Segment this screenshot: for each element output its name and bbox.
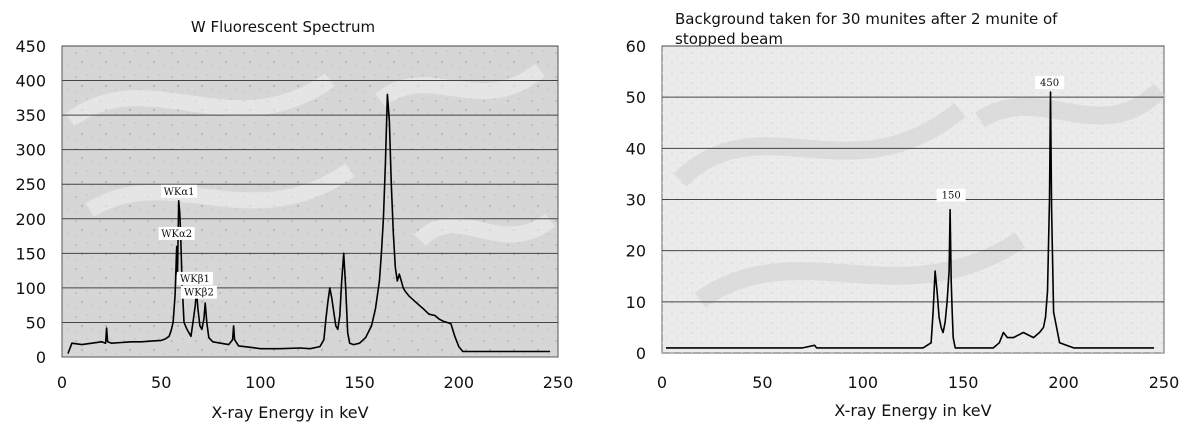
y-tick-label: 0 bbox=[36, 348, 46, 367]
x-tick-label: 250 bbox=[543, 373, 574, 392]
x-tick-label: 150 bbox=[948, 373, 979, 392]
y-tick-label: 100 bbox=[15, 279, 46, 298]
annotation-label: WKα2 bbox=[161, 229, 192, 240]
chart-title-line-1: Background taken for 30 munites after 2 … bbox=[675, 10, 1058, 28]
x-tick-labels: 0 50 100 150 200 250 bbox=[57, 373, 573, 392]
annotation: WKα2 bbox=[158, 226, 195, 240]
plot-streaks bbox=[65, 63, 555, 247]
x-tick-label: 100 bbox=[245, 373, 276, 392]
x-tick-label: 250 bbox=[1149, 373, 1180, 392]
peak-annotations: 150 450 bbox=[936, 76, 1065, 202]
x-axis-label: X-ray Energy in keV bbox=[834, 401, 991, 420]
y-tick-label: 0 bbox=[636, 344, 646, 363]
gridlines bbox=[62, 45, 558, 323]
spectrum-line bbox=[666, 91, 1154, 349]
annotation: 450 bbox=[1035, 76, 1065, 90]
x-tick-label: 200 bbox=[444, 373, 475, 392]
y-tick-label: 250 bbox=[15, 175, 46, 194]
chart-title-line-2: stopped beam bbox=[675, 30, 783, 48]
annotation-box bbox=[1035, 76, 1065, 90]
y-tick-label: 300 bbox=[15, 141, 46, 160]
annotation: WKα1 bbox=[161, 184, 198, 198]
x-tick-label: 50 bbox=[752, 373, 772, 392]
peak-annotations: WKα1 WKα2 WKβ1 WKβ2 bbox=[158, 184, 217, 299]
chart-w-fluorescent: W Fluorescent Spectrum 0 50 100 150 200 250 30… bbox=[15, 18, 573, 422]
x-tick-label: 150 bbox=[344, 373, 375, 392]
y-tick-label: 60 bbox=[626, 37, 646, 56]
y-tick-label: 350 bbox=[15, 106, 46, 125]
x-tick-label: 0 bbox=[657, 373, 667, 392]
annotation-box bbox=[180, 285, 217, 299]
annotation-box bbox=[936, 188, 966, 202]
y-tick-label: 50 bbox=[626, 88, 646, 107]
annotation: WKβ1 bbox=[176, 271, 213, 285]
annotation-box bbox=[158, 226, 195, 240]
annotation-label: 150 bbox=[942, 191, 961, 202]
spectrum-line bbox=[67, 93, 551, 354]
y-tick-label: 20 bbox=[626, 242, 646, 261]
chart-title: W Fluorescent Spectrum bbox=[191, 18, 375, 36]
chart-background: Background taken for 30 munites after 2 … bbox=[626, 10, 1180, 420]
annotation-label: 450 bbox=[1040, 78, 1059, 89]
y-tick-labels: 0 50 100 150 200 250 300 350 400 450 bbox=[15, 37, 46, 367]
y-tick-label: 400 bbox=[15, 72, 46, 91]
y-tick-label: 450 bbox=[15, 37, 46, 56]
x-tick-label: 100 bbox=[848, 373, 879, 392]
y-tick-label: 30 bbox=[626, 191, 646, 210]
y-tick-labels: 0 10 20 30 40 50 60 bbox=[626, 37, 646, 363]
x-tick-label: 200 bbox=[1048, 373, 1079, 392]
x-tick-label: 50 bbox=[151, 373, 171, 392]
y-tick-label: 50 bbox=[26, 313, 46, 332]
annotation-box bbox=[161, 184, 198, 198]
gridlines bbox=[662, 45, 1164, 303]
y-tick-label: 10 bbox=[626, 293, 646, 312]
x-axis-label: X-ray Energy in keV bbox=[211, 403, 368, 422]
y-tick-label: 150 bbox=[15, 244, 46, 263]
x-tick-labels: 0 50 100 150 200 250 bbox=[657, 373, 1179, 392]
annotation-box bbox=[176, 271, 213, 285]
annotation-label: WKβ2 bbox=[184, 288, 214, 299]
annotation-label: WKα1 bbox=[164, 187, 195, 198]
y-tick-label: 200 bbox=[15, 210, 46, 229]
plot-area bbox=[61, 45, 559, 358]
y-tick-label: 40 bbox=[626, 139, 646, 158]
annotation-label: WKβ1 bbox=[180, 274, 210, 285]
annotation: WKβ2 bbox=[180, 285, 217, 299]
annotation: 150 bbox=[936, 188, 966, 202]
x-tick-label: 0 bbox=[57, 373, 67, 392]
